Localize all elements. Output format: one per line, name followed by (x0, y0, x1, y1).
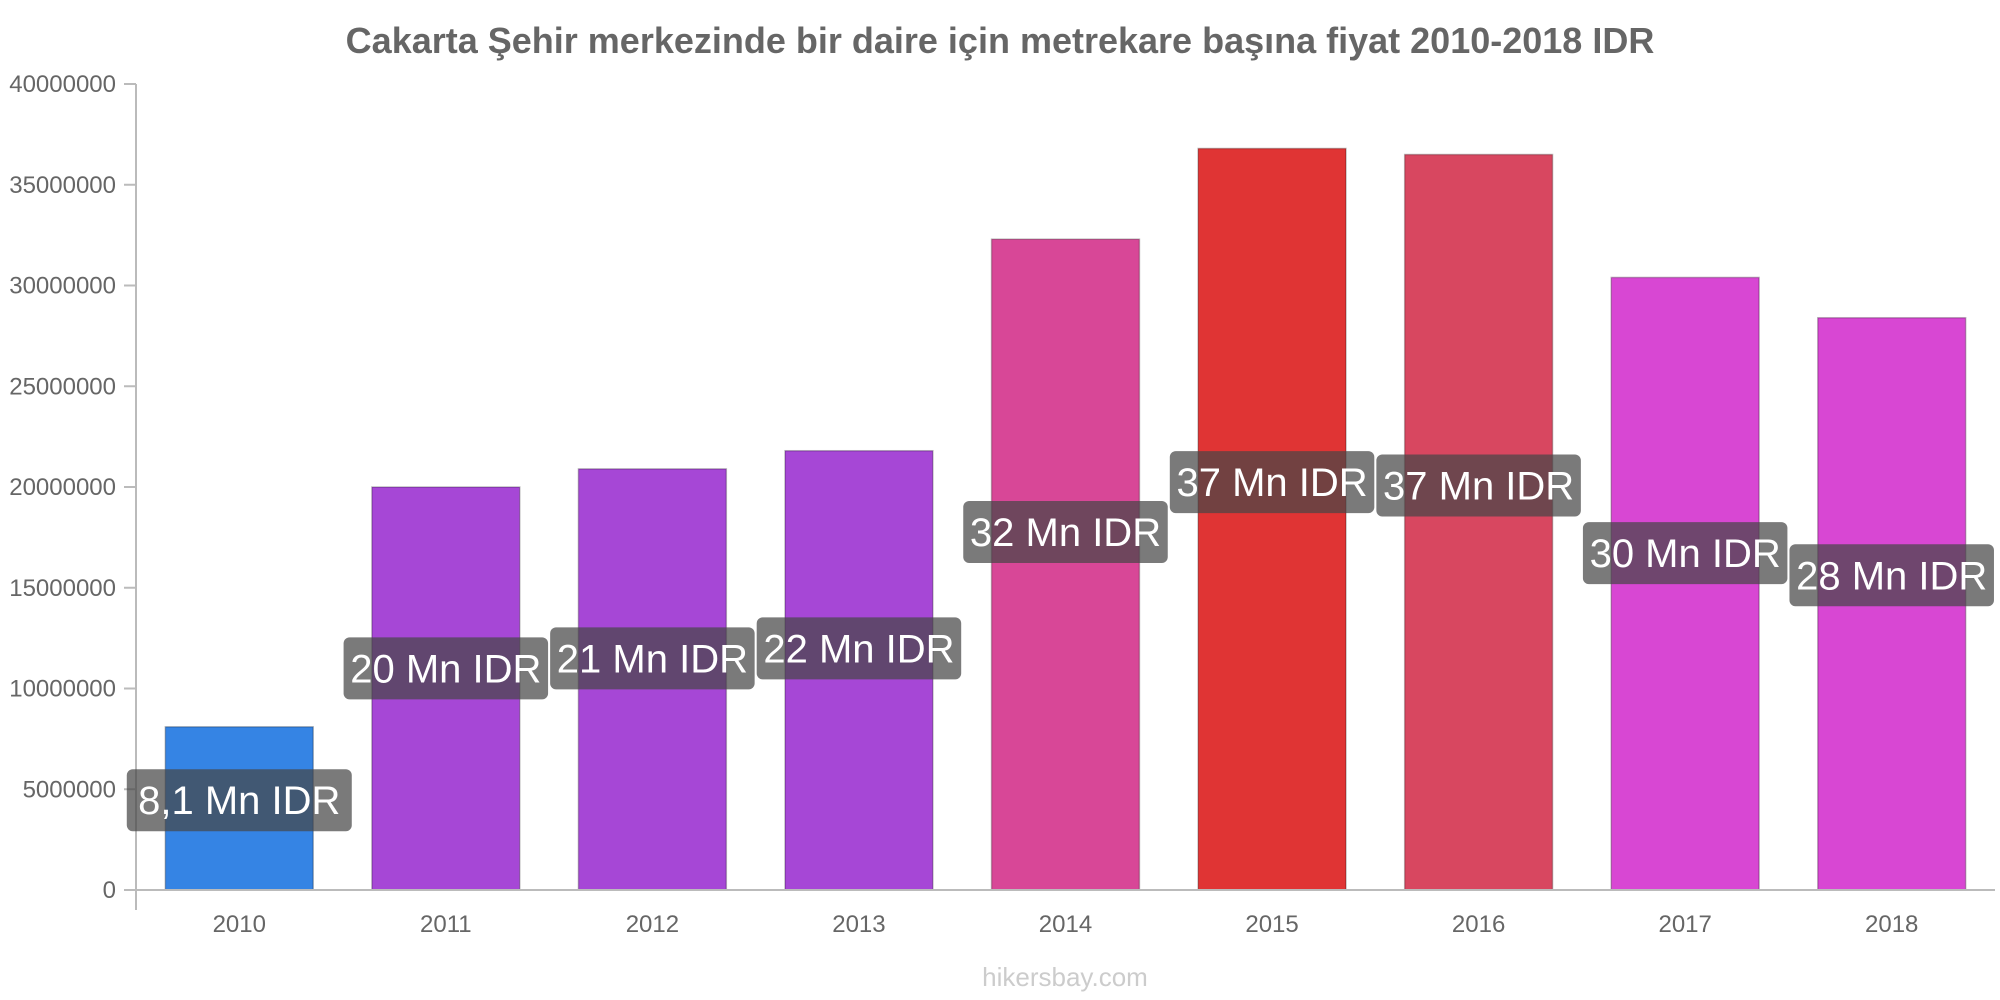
data-label-box (126, 769, 352, 832)
data-label: 28 Mn IDR (1796, 554, 1987, 598)
data-label-box (1582, 522, 1788, 585)
watermark: hikersbay.com (982, 962, 1148, 992)
data-label-box (1789, 544, 1994, 607)
x-tick-label: 2012 (626, 911, 679, 938)
data-label-box (343, 637, 549, 700)
y-tick-label: 10000000 (9, 676, 116, 703)
data-label: 32 Mn IDR (970, 511, 1161, 555)
y-tick-label: 40000000 (9, 71, 116, 98)
data-label: 37 Mn IDR (1176, 461, 1367, 505)
chart-title: Cakarta Şehir merkezinde bir daire için … (346, 20, 1655, 61)
x-tick-label: 2014 (1039, 911, 1092, 938)
x-tick-label: 2011 (420, 911, 472, 938)
y-tick-label: 15000000 (9, 575, 116, 602)
data-label-box (550, 627, 755, 690)
data-label: 30 Mn IDR (1590, 532, 1781, 576)
bar-2015 (1197, 147, 1347, 891)
data-label: 37 Mn IDR (1383, 464, 1574, 508)
x-tick-label: 2018 (1865, 911, 1918, 938)
y-tick-label: 0 (103, 877, 116, 904)
x-axis: 2010 2011 2012 2013 2014 2015 2016 2017 2018 (136, 889, 1995, 938)
bar-2016 (1403, 153, 1554, 891)
x-tick-label: 2017 (1658, 911, 1711, 938)
y-tick-label: 35000000 (9, 172, 116, 199)
x-tick-label: 2013 (832, 911, 885, 938)
data-label: 22 Mn IDR (763, 627, 954, 671)
data-label-box (963, 501, 1168, 564)
x-tick-label: 2016 (1452, 911, 1505, 938)
x-tick-label: 2010 (213, 911, 266, 938)
x-tick-label: 2015 (1245, 911, 1298, 938)
data-label-box (1169, 451, 1375, 514)
bar-2014 (990, 238, 1141, 891)
data-label-box (1376, 454, 1581, 517)
y-tick-label: 20000000 (9, 474, 116, 501)
y-axis: 0 5000000 10000000 15000000 20000000 25000000… (9, 71, 137, 910)
y-tick-label: 25000000 (9, 373, 116, 400)
data-label: 20 Mn IDR (350, 647, 541, 691)
y-tick-label: 5000000 (23, 776, 116, 803)
data-labels: 8,1 Mn IDR 20 Mn IDR 21 Mn IDR 22 Mn IDR 32 … (126, 451, 1994, 832)
data-label-box (756, 617, 962, 680)
data-label: 21 Mn IDR (557, 637, 748, 681)
y-tick-label: 30000000 (9, 273, 116, 300)
data-label: 8,1 Mn IDR (138, 779, 340, 823)
